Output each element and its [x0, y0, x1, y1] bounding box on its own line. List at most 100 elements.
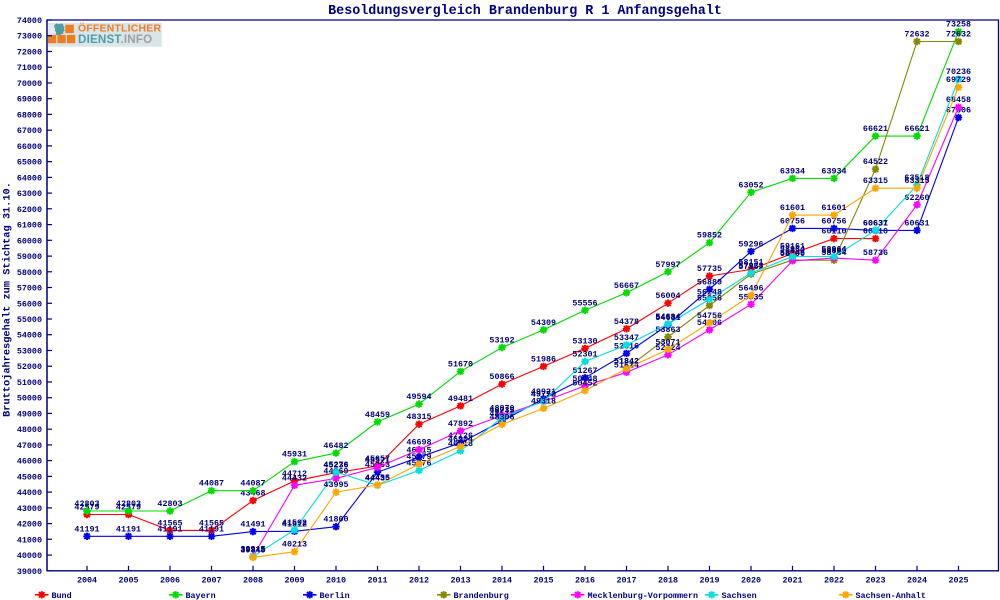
svg-text:64522: 64522	[863, 157, 888, 167]
svg-text:41191: 41191	[116, 524, 141, 534]
svg-text:57923: 57923	[738, 261, 763, 271]
svg-text:57000: 57000	[17, 284, 42, 294]
svg-text:62260: 62260	[904, 193, 929, 203]
svg-text:39845: 39845	[240, 546, 265, 556]
svg-text:60000: 60000	[17, 236, 42, 246]
svg-text:40213: 40213	[282, 540, 307, 550]
svg-text:39915: 39915	[240, 544, 265, 554]
svg-text:DIENST.INFO: DIENST.INFO	[78, 33, 152, 46]
svg-text:2019: 2019	[699, 576, 719, 586]
svg-text:Brandenburg: Brandenburg	[454, 591, 509, 600]
svg-text:47126: 47126	[448, 431, 473, 441]
svg-text:50452: 50452	[572, 379, 597, 389]
svg-text:57735: 57735	[697, 264, 722, 274]
svg-text:56889: 56889	[697, 277, 722, 287]
svg-text:72632: 72632	[904, 30, 929, 40]
svg-text:48459: 48459	[365, 410, 390, 420]
svg-text:44712: 44712	[282, 469, 307, 479]
svg-text:47892: 47892	[448, 419, 473, 429]
svg-text:46000: 46000	[17, 457, 42, 467]
svg-text:2015: 2015	[533, 576, 553, 586]
svg-text:49756: 49756	[531, 390, 556, 400]
svg-text:67000: 67000	[17, 126, 42, 136]
svg-text:63315: 63315	[904, 176, 929, 186]
svg-text:48870: 48870	[489, 404, 514, 414]
svg-text:65000: 65000	[17, 158, 42, 168]
svg-text:45236: 45236	[323, 461, 348, 471]
svg-text:46482: 46482	[323, 441, 348, 451]
svg-text:43000: 43000	[17, 504, 42, 514]
svg-text:58964: 58964	[821, 245, 846, 255]
svg-text:49318: 49318	[531, 396, 556, 406]
svg-text:49594: 49594	[406, 392, 431, 402]
svg-text:2008: 2008	[243, 576, 263, 586]
svg-text:49772: 49772	[531, 389, 556, 399]
svg-text:69729: 69729	[946, 75, 971, 85]
svg-text:53000: 53000	[17, 347, 42, 357]
svg-text:42000: 42000	[17, 520, 42, 530]
svg-text:63518: 63518	[904, 173, 929, 183]
svg-text:52000: 52000	[17, 362, 42, 372]
svg-text:55000: 55000	[17, 315, 42, 325]
svg-text:73000: 73000	[17, 32, 42, 42]
svg-text:2006: 2006	[160, 576, 180, 586]
svg-text:59852: 59852	[697, 231, 722, 241]
svg-text:2007: 2007	[201, 576, 221, 586]
svg-text:48306: 48306	[489, 412, 514, 422]
svg-text:44455: 44455	[365, 473, 390, 483]
svg-text:59000: 59000	[17, 252, 42, 262]
svg-text:48000: 48000	[17, 425, 42, 435]
svg-text:58000: 58000	[17, 268, 42, 278]
svg-text:2023: 2023	[865, 576, 885, 586]
svg-text:45276: 45276	[323, 460, 348, 470]
svg-text:39000: 39000	[17, 567, 42, 577]
svg-text:63052: 63052	[738, 180, 763, 190]
svg-text:43995: 43995	[323, 480, 348, 490]
svg-text:41565: 41565	[199, 518, 224, 528]
svg-text:63934: 63934	[821, 166, 846, 176]
svg-text:2004: 2004	[77, 576, 97, 586]
svg-text:46904: 46904	[448, 434, 473, 444]
svg-text:52301: 52301	[572, 350, 597, 360]
svg-text:54756: 54756	[697, 311, 722, 321]
svg-text:39915: 39915	[240, 544, 265, 554]
svg-text:70236: 70236	[946, 67, 971, 77]
svg-text:56496: 56496	[738, 284, 763, 294]
svg-text:53130: 53130	[572, 336, 597, 346]
svg-text:56248: 56248	[697, 287, 722, 297]
svg-text:57997: 57997	[655, 260, 680, 270]
svg-text:53863: 53863	[655, 325, 680, 335]
svg-text:62000: 62000	[17, 205, 42, 215]
svg-text:Bayern: Bayern	[186, 591, 216, 600]
svg-text:68000: 68000	[17, 110, 42, 120]
svg-text:2011: 2011	[367, 576, 387, 586]
svg-text:53347: 53347	[614, 333, 639, 343]
svg-text:58151: 58151	[738, 257, 763, 267]
svg-text:45779: 45779	[406, 452, 431, 462]
svg-text:41565: 41565	[157, 518, 182, 528]
svg-text:51000: 51000	[17, 378, 42, 388]
svg-text:53071: 53071	[655, 337, 680, 347]
svg-text:41191: 41191	[157, 524, 182, 534]
svg-text:2005: 2005	[118, 576, 138, 586]
svg-text:54309: 54309	[531, 318, 556, 328]
svg-text:60631: 60631	[863, 218, 888, 228]
svg-text:58736: 58736	[863, 248, 888, 258]
svg-text:50000: 50000	[17, 394, 42, 404]
svg-text:54631: 54631	[655, 313, 680, 323]
svg-text:56000: 56000	[17, 299, 42, 309]
svg-text:64000: 64000	[17, 173, 42, 183]
svg-text:50866: 50866	[489, 372, 514, 382]
svg-text:58964: 58964	[780, 245, 805, 255]
svg-text:2012: 2012	[409, 576, 429, 586]
svg-text:ÖFFENTLICHER: ÖFFENTLICHER	[78, 21, 161, 34]
svg-text:63315: 63315	[863, 176, 888, 186]
svg-text:61601: 61601	[780, 203, 805, 213]
svg-text:2016: 2016	[575, 576, 595, 586]
svg-text:2024: 2024	[907, 576, 927, 586]
svg-text:54684: 54684	[655, 312, 680, 322]
svg-text:41592: 41592	[282, 518, 307, 528]
svg-text:41800: 41800	[323, 515, 348, 525]
svg-text:41191: 41191	[199, 524, 224, 534]
svg-text:2022: 2022	[824, 576, 844, 586]
